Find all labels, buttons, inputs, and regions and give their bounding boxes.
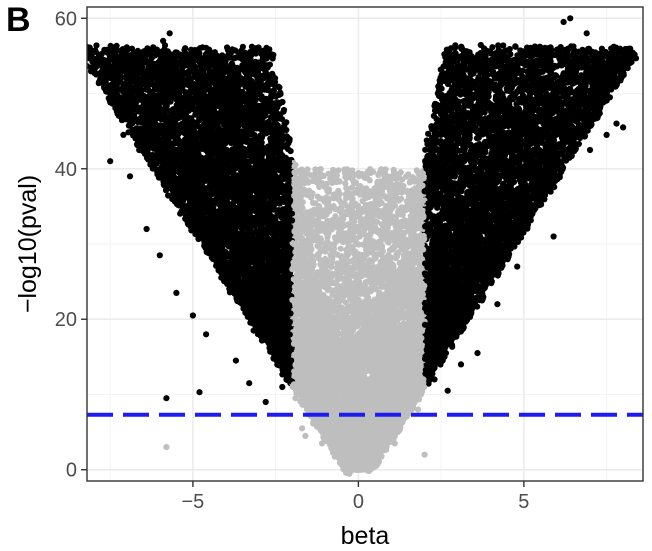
data-points [78, 15, 640, 477]
data-point [79, 50, 85, 56]
data-point [78, 46, 84, 52]
data-point [182, 45, 189, 52]
data-point [78, 48, 84, 54]
panel-label: B [6, 1, 31, 39]
